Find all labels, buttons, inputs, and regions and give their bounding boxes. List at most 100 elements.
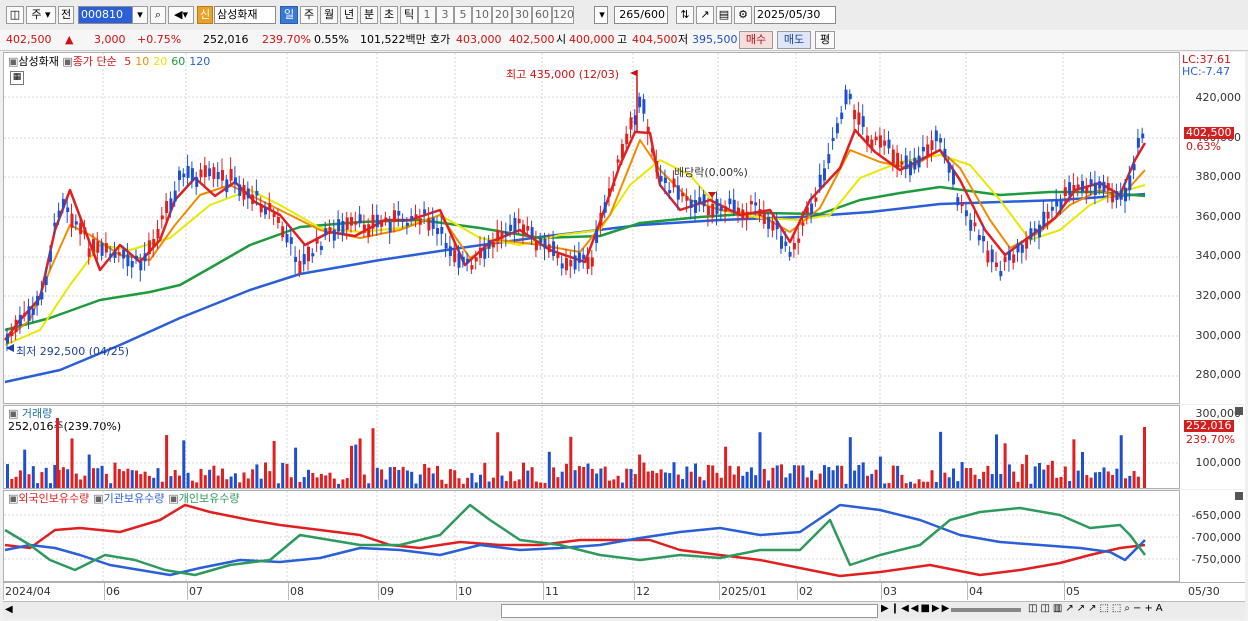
x-tick: 10 [458,585,472,598]
close-panel-icon[interactable] [1235,407,1243,415]
interval-dropdown-icon[interactable]: ▾ [594,6,608,24]
ownership-y-axis: -650,000 -700,000 -750,000 [1179,490,1245,582]
interval-button-120[interactable]: 120 [552,6,574,24]
chart-tools-icon[interactable]: ⇅ [676,6,694,24]
view-tools[interactable]: ◫◫▥↗↗↗⬚⬚⌕−+A [1028,603,1166,614]
buy-button[interactable]: 매수 [739,31,773,49]
grid-table-icon[interactable]: ▦ [10,71,24,85]
ask-label: 호가 [430,33,451,46]
price-chart-panel[interactable]: ▣삼성화재 ▣종가 단순 5 10 20 60 120 ▦ [3,52,1180,404]
tab-5[interactable]: 초 [380,6,398,24]
legend-individual: 개인보유수량 [178,492,240,505]
legend-box: ▣ [8,492,19,505]
interval-button-1[interactable]: 1 [418,6,436,24]
interval-button-10[interactable]: 10 [472,6,492,24]
x-tick: 11 [545,585,559,598]
data-count-field[interactable]: 265/600 [614,6,668,24]
x-tick: 03 [883,585,897,598]
open-price: 400,000 [569,33,615,46]
window-icon[interactable]: ◫ [6,6,24,24]
volume-value: 252,016 [203,33,249,46]
sound-icon[interactable]: ◀▾ [168,6,194,24]
count-total: /600 [640,8,665,21]
legend-ma-120: 120 [189,55,211,68]
legend-ma-10: 10 [135,55,150,68]
x-tick: 2024/04 [5,585,51,598]
ownership-panel[interactable]: ▣외국인보유수량 ▣기관보유수량 ▣개인보유수량 [3,490,1180,582]
x-tick-mark [543,583,544,600]
tab-2[interactable]: 월 [320,6,338,24]
y-tick: 360,000 [1195,210,1242,223]
scrollbar[interactable]: ◀ ▶❙◀◀■▶▶ ◫◫▥↗↗↗⬚⬚⌕−+A [3,601,1245,619]
interval-button-30[interactable]: 30 [512,6,532,24]
x-tick: 05 [1066,585,1080,598]
period-unit-select[interactable]: 주 ▾ [26,6,56,24]
lc-label: LC:37.61 [1182,53,1232,66]
y-tick: 100,000 [1195,456,1242,469]
price-y-axis: LC:37.61 HC:-7.47 420,000400,000380,0003… [1179,52,1245,404]
tab-3[interactable]: 년 [340,6,358,24]
change-value: 3,000 [94,33,126,46]
code-dropdown-icon[interactable]: ▾ [132,6,148,24]
legend-box: ▣ [93,492,104,505]
low-label: 저 [678,33,689,46]
scroll-left-icon[interactable]: ◀ [5,604,13,615]
legend-box: ▣ [168,492,179,505]
stock-code-input[interactable]: 000810 [78,6,148,24]
y-tick: 300,000 [1195,329,1242,342]
interval-button-20[interactable]: 20 [492,6,512,24]
volume-y-axis: 300,000 100,000 252,016 239.70% [1179,405,1245,489]
legend-stock-name: 삼성화재 [18,55,59,68]
prev-button[interactable]: 전 [58,6,74,24]
y-tick: 380,000 [1195,170,1242,183]
x-tick: 07 [189,585,203,598]
average-button[interactable]: 평 [815,31,835,49]
tab-1[interactable]: 주 [300,6,318,24]
save-icon[interactable]: ▤ [716,6,732,24]
min-price-note: 최저 292,500 (04/25) [16,345,130,358]
high-label: 고 [617,33,628,46]
period-unit-label: 주 [31,8,42,21]
y-tick: 420,000 [1195,91,1242,104]
date-field[interactable]: 2025/05/30 [754,6,836,24]
y-tick: 300,000 [1195,407,1242,420]
current-price-pct: 0.63% [1186,140,1221,153]
tab-4[interactable]: 분 [360,6,378,24]
draw-tool-icon[interactable]: ↗ [696,6,714,24]
stock-name-field[interactable]: 삼성화재 [214,6,276,24]
x-tick-mark [634,583,635,600]
volume-ratio: 239.70% [262,33,311,46]
tab-6[interactable]: 틱 [400,6,418,24]
price-legend: ▣삼성화재 ▣종가 단순 5 10 20 60 120 [8,55,211,68]
dividend-note: 배당락(0.00%) [674,166,748,179]
playback-controls[interactable]: ▶❙◀◀■▶▶ [881,603,952,614]
scroll-thumb[interactable] [501,604,878,618]
interval-button-3[interactable]: 3 [436,6,454,24]
ownership-legend: ▣외국인보유수량 ▣기관보유수량 ▣개인보유수량 [8,492,244,505]
y-tick: -650,000 [1191,509,1241,522]
settings-gear-icon[interactable]: ⚙ [734,6,752,24]
close-panel-icon[interactable] [1235,492,1243,500]
legend-ma-20: 20 [153,55,168,68]
y-tick: 280,000 [1195,368,1242,381]
x-tick: 04 [969,585,983,598]
y-tick: -700,000 [1191,531,1241,544]
x-tick-mark [881,583,882,600]
x-axis-end: 05/30 [1188,585,1220,598]
max-price-note: 최고 435,000 (12/03) [506,68,620,81]
tab-0[interactable]: 일 [280,6,298,24]
interval-button-5[interactable]: 5 [454,6,472,24]
current-price-tag: 402,500 [1184,126,1234,139]
sell-button[interactable]: 매도 [777,31,811,49]
legend-ma-label: 종가 단순 [72,55,117,68]
interval-button-60[interactable]: 60 [532,6,552,24]
zoom-slider[interactable] [951,608,1021,612]
x-tick-mark [456,583,457,600]
change-pct: +0.75% [137,33,182,46]
legend-ma-60: 60 [171,55,186,68]
x-tick: 09 [380,585,394,598]
ask-price: 403,000 [456,33,502,46]
trade-amount: 101,522백만 [360,33,426,46]
volume-panel[interactable]: ▣ 거래량 252,016주(239.70%) [3,405,1180,489]
search-icon[interactable]: ⌕ [150,6,166,24]
